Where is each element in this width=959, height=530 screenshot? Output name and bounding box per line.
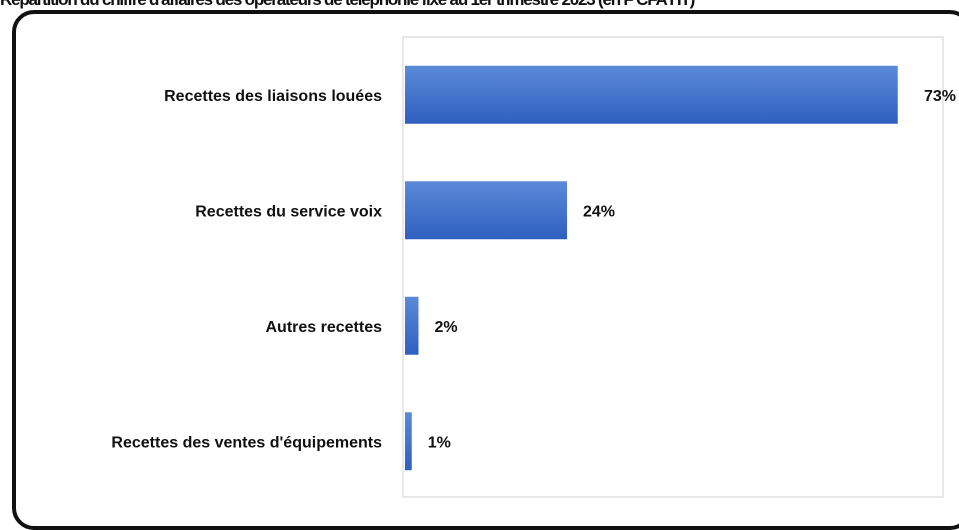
data-label-3: 1% <box>428 434 451 451</box>
bar-1 <box>405 181 567 240</box>
bar-chart: Recettes des liaisons louées 73% Recettes … <box>111 36 956 498</box>
data-label-2: 2% <box>435 319 458 336</box>
data-label-0: 73% <box>924 88 956 105</box>
bar-3 <box>405 412 412 471</box>
category-label-2: Autres recettes <box>266 319 383 336</box>
chart-title: Répartition du chiffre d'affaires des op… <box>0 0 959 10</box>
bars-layer: Recettes des liaisons louées 73% Recettes … <box>111 65 956 471</box>
category-label-3: Recettes des ventes d'équipements <box>111 434 382 451</box>
bar-0 <box>405 65 898 124</box>
category-label-1: Recettes du service voix <box>195 203 382 220</box>
data-label-1: 24% <box>583 203 615 220</box>
bar-2 <box>405 296 419 355</box>
category-label-0: Recettes des liaisons louées <box>164 88 382 105</box>
